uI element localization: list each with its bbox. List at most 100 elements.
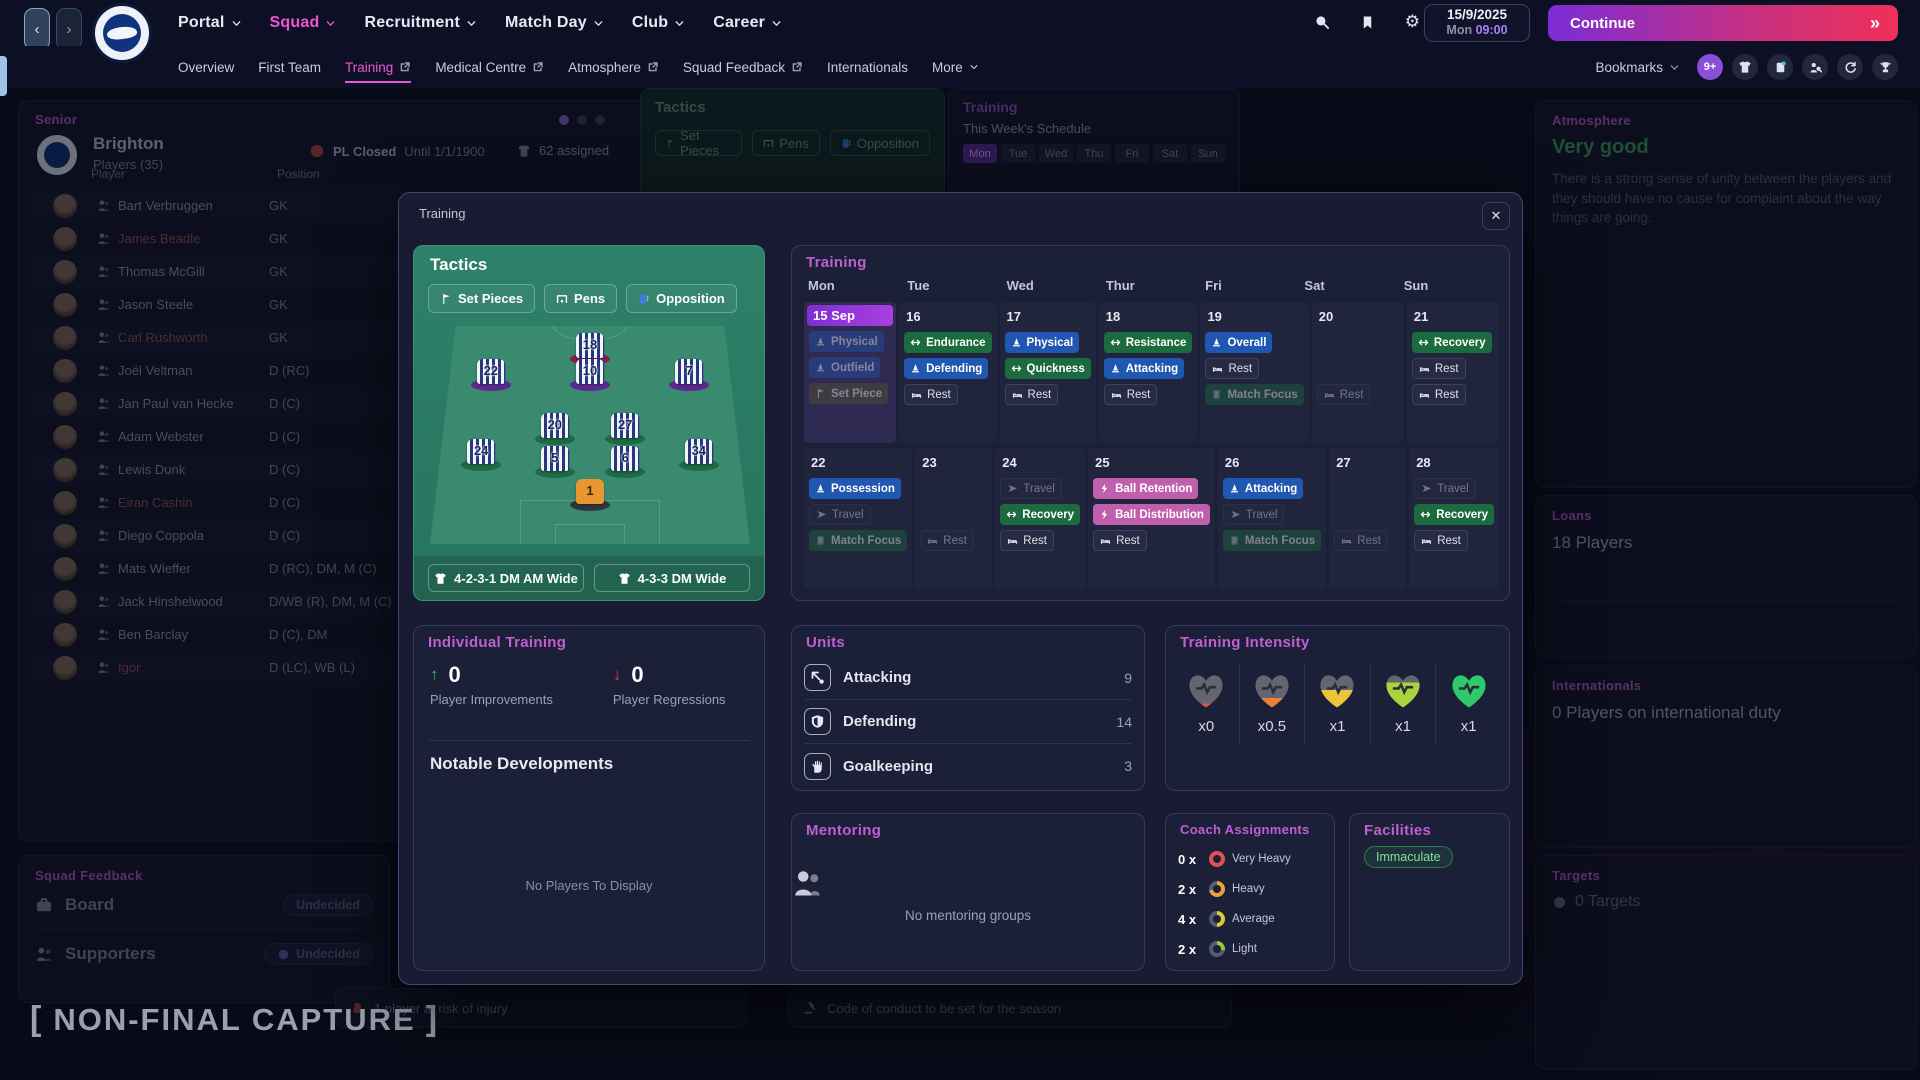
menu-club[interactable]: Club — [622, 8, 695, 38]
session-chip[interactable]: Rest — [1004, 384, 1059, 405]
session-chip[interactable]: Recovery — [1000, 504, 1081, 525]
pitch-player[interactable]: 27 — [605, 413, 646, 446]
session-chip[interactable]: Rest — [904, 384, 958, 405]
calendar-day-cell[interactable]: 17 Physical Quickness Rest — [999, 302, 1096, 443]
session-chip[interactable]: Travel — [809, 504, 871, 525]
formation-button[interactable]: 4-2-3-1 DM AM Wide — [428, 564, 584, 592]
formation-pitch[interactable]: 18 22 10 7 20 27 24 5 6 34 1 — [430, 326, 750, 544]
formation-button[interactable]: 4-3-3 DM Wide — [594, 564, 750, 592]
pitch-player[interactable]: 7 — [669, 358, 710, 391]
pitch-player[interactable]: 24 — [461, 439, 502, 472]
card-button[interactable] — [1767, 54, 1793, 80]
close-button[interactable]: ✕ — [1482, 202, 1510, 230]
session-chip[interactable]: Attacking — [1103, 358, 1185, 379]
session-chip[interactable]: Rest — [1334, 530, 1388, 551]
intensity-level[interactable]: x1 — [1369, 664, 1436, 743]
calendar-day-cell[interactable]: 28 Travel Recovery Rest — [1409, 448, 1499, 589]
session-chip[interactable]: Travel — [1414, 478, 1476, 499]
set-pieces-button[interactable]: Set Pieces — [428, 284, 536, 313]
calendar-day-cell[interactable]: 25 Ball Retention Ball Distribution Rest — [1088, 448, 1215, 589]
menu-recruitment[interactable]: Recruitment — [354, 8, 487, 38]
calendar-day-cell[interactable]: 22 Possession Travel Match Focus — [804, 448, 913, 589]
pens-button[interactable]: Pens — [544, 284, 618, 313]
tab-overview[interactable]: Overview — [178, 59, 235, 75]
calendar-day-cell[interactable]: 24 Travel Recovery Rest — [995, 448, 1086, 589]
session-chip[interactable]: Set Piece — [809, 383, 889, 404]
back-button[interactable]: ‹ — [24, 8, 50, 50]
session-chip[interactable]: Match Focus — [1205, 384, 1304, 405]
session-chip[interactable]: Recovery — [1414, 504, 1494, 525]
intensity-level[interactable]: x1 — [1435, 664, 1501, 743]
opposition-button[interactable]: Opposition — [626, 284, 737, 313]
calendar-day-cell[interactable]: 15 Sep Physical Outfield Set Piece — [804, 302, 897, 443]
session-chip[interactable]: Ball Distribution — [1093, 504, 1210, 525]
session-chip[interactable]: Possession — [809, 478, 901, 499]
session-chip[interactable]: Attacking — [1222, 478, 1304, 499]
tab-internationals[interactable]: Internationals — [826, 59, 909, 75]
session-chip[interactable]: Outfield — [809, 357, 881, 378]
pitch-player[interactable]: 22 — [470, 358, 511, 391]
pitch-player[interactable]: 34 — [678, 439, 719, 472]
session-chip[interactable]: Defending — [904, 358, 989, 379]
session-chip[interactable]: Physical — [809, 331, 884, 352]
gear-icon[interactable]: ⚙ — [1404, 12, 1420, 31]
club-crest[interactable] — [92, 3, 152, 63]
pitch-player[interactable]: 20 — [534, 413, 575, 446]
session-chip[interactable]: Rest — [920, 530, 974, 551]
continue-button[interactable]: Continue » — [1548, 5, 1898, 41]
session-chip[interactable]: Quickness — [1004, 358, 1091, 379]
pitch-player[interactable]: 18 — [570, 332, 610, 365]
calendar-day-cell[interactable]: 16 Endurance Defending Rest — [899, 302, 997, 443]
calendar-day-cell[interactable]: 20 Rest — [1311, 302, 1404, 443]
tab-atmosphere[interactable]: Atmosphere — [558, 55, 669, 80]
session-chip[interactable]: Rest — [1316, 384, 1371, 405]
session-chip[interactable]: Travel — [1000, 478, 1062, 499]
pitch-player[interactable]: 10 — [570, 358, 610, 391]
menu-career[interactable]: Career — [703, 8, 792, 38]
bookmarks-dropdown[interactable]: Bookmarks — [1595, 60, 1680, 75]
session-chip[interactable]: Match Focus — [809, 530, 908, 551]
unit-row-goalkeeping[interactable]: Goalkeeping 3 — [804, 744, 1132, 788]
competitions-button[interactable] — [1872, 54, 1898, 80]
intensity-level[interactable]: x0 — [1174, 664, 1239, 743]
session-chip[interactable]: Physical — [1004, 332, 1080, 353]
session-chip[interactable]: Recovery — [1411, 332, 1492, 353]
notifications-button[interactable]: 9+ — [1697, 54, 1723, 80]
forward-button[interactable]: › — [56, 8, 82, 50]
session-chip[interactable]: Rest — [1103, 384, 1158, 405]
session-chip[interactable]: Resistance — [1103, 332, 1193, 353]
unit-row-defending[interactable]: Defending 14 — [804, 700, 1132, 744]
scouting-button[interactable] — [1802, 54, 1828, 80]
tab-squad-feedback[interactable]: Squad Feedback — [673, 55, 813, 80]
sync-button[interactable] — [1837, 54, 1863, 80]
session-chip[interactable]: Travel — [1222, 504, 1285, 525]
session-chip[interactable]: Match Focus — [1222, 530, 1322, 551]
intensity-level[interactable]: x0.5 — [1238, 664, 1305, 743]
calendar-day-cell[interactable]: 21 Recovery Rest Rest — [1406, 302, 1499, 443]
tab-more[interactable]: More — [922, 55, 989, 80]
session-chip[interactable]: Ball Retention — [1093, 478, 1199, 499]
search-icon[interactable] — [1314, 14, 1330, 30]
calendar-day-cell[interactable]: 27 Rest — [1329, 448, 1407, 589]
session-chip[interactable]: Rest — [1414, 530, 1468, 551]
intensity-level[interactable]: x1 — [1304, 664, 1370, 743]
calendar-day-cell[interactable]: 26 Attacking Travel Match Focus — [1217, 448, 1327, 589]
session-chip[interactable]: Rest — [1411, 384, 1466, 405]
pitch-player[interactable]: 6 — [605, 445, 646, 478]
calendar-day-cell[interactable]: 23 Rest — [915, 448, 993, 589]
menu-portal[interactable]: Portal — [168, 8, 252, 38]
calendar-day-cell[interactable]: 19 Overall Rest Match Focus — [1200, 302, 1309, 443]
tab-medical-centre[interactable]: Medical Centre — [425, 55, 554, 80]
session-chip[interactable]: Rest — [1411, 358, 1466, 379]
bookmark-icon[interactable] — [1360, 15, 1375, 30]
calendar-day-cell[interactable]: 18 Resistance Attacking Rest — [1098, 302, 1198, 443]
session-chip[interactable]: Rest — [1000, 530, 1054, 551]
unit-row-attacking[interactable]: Attacking 9 — [804, 656, 1132, 700]
session-chip[interactable]: Rest — [1205, 358, 1260, 379]
tab-training[interactable]: Training — [335, 55, 421, 83]
session-chip[interactable]: Rest — [1093, 530, 1147, 551]
menu-squad[interactable]: Squad — [260, 8, 347, 38]
game-date[interactable]: 15/9/2025 Mon 09:00 — [1424, 4, 1530, 42]
menu-match-day[interactable]: Match Day — [495, 8, 614, 38]
pitch-player[interactable]: 5 — [534, 445, 575, 478]
